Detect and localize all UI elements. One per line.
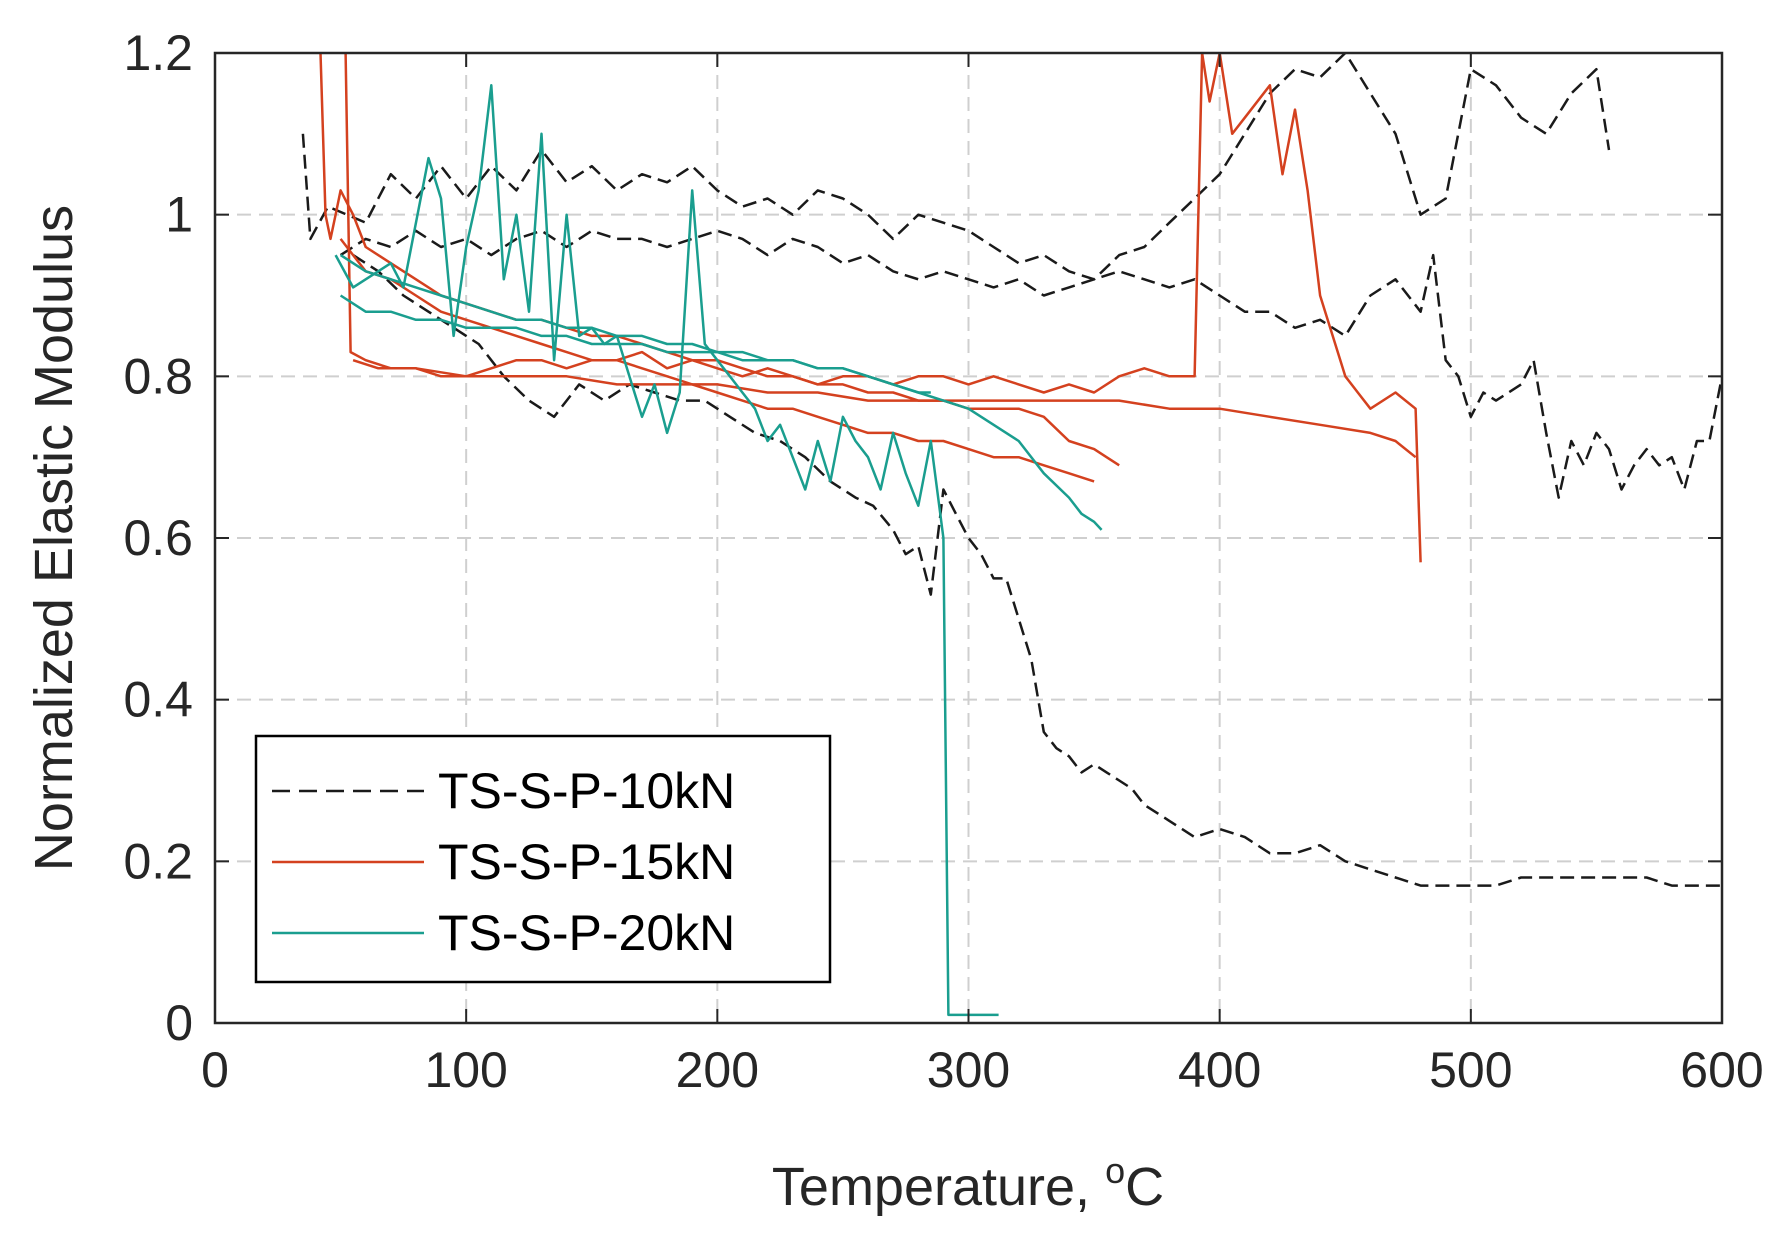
series-line-ts-s-p-15kn-3: [344, 53, 1422, 563]
tick-marks: [214, 52, 1723, 1024]
series-line-ts-s-p-20kn-3: [339, 294, 931, 394]
x-tick-label: 400: [1178, 1042, 1261, 1098]
series-line-ts-s-p-15kn-2: [339, 238, 1095, 483]
y-tick-label: 0.2: [123, 833, 193, 889]
x-axis-label: Temperature, oC: [772, 1150, 1164, 1217]
legend-label-20kn: TS-S-P-20kN: [438, 905, 735, 961]
x-tick-label: 200: [676, 1042, 759, 1098]
series-line-ts-s-p-10kn-2: [339, 229, 1722, 499]
y-tick-label: 1: [165, 187, 193, 243]
x-tick-label: 100: [424, 1042, 507, 1098]
y-tick-label: 0.4: [123, 672, 193, 728]
y-tick-label: 1.2: [123, 25, 193, 81]
y-axis-label: Normalized Elastic Modulus: [24, 205, 84, 871]
legend-label-10kn: TS-S-P-10kN: [438, 763, 735, 819]
y-tick-label: 0.6: [123, 510, 193, 566]
series-line-ts-s-p-15kn-1: [319, 53, 1120, 467]
series-layer: [301, 53, 1722, 1017]
series-line-ts-s-p-15kn-4: [352, 359, 1417, 459]
y-tick-label: 0.8: [123, 348, 193, 404]
legend-box: [254, 734, 832, 984]
legend: TS-S-P-10kN TS-S-P-15kN TS-S-P-20kN: [254, 734, 832, 984]
x-tick-label: 500: [1429, 1042, 1512, 1098]
series-line-ts-s-p-10kn-1: [301, 53, 1611, 281]
x-tick-label: 0: [201, 1042, 229, 1098]
y-tick-label: 0: [165, 995, 193, 1051]
y-tick-labels: 0 0.2 0.4 0.6 0.8 1 1.2: [123, 25, 193, 1051]
x-tick-labels: 0 100 200 300 400 500 600: [201, 1042, 1764, 1098]
series-line-ts-s-p-20kn-1: [334, 84, 999, 1017]
legend-label-15kn: TS-S-P-15kN: [438, 834, 735, 890]
series-line-ts-s-p-20kn-2: [339, 254, 1103, 531]
x-tick-label: 300: [927, 1042, 1010, 1098]
x-tick-label: 600: [1680, 1042, 1763, 1098]
